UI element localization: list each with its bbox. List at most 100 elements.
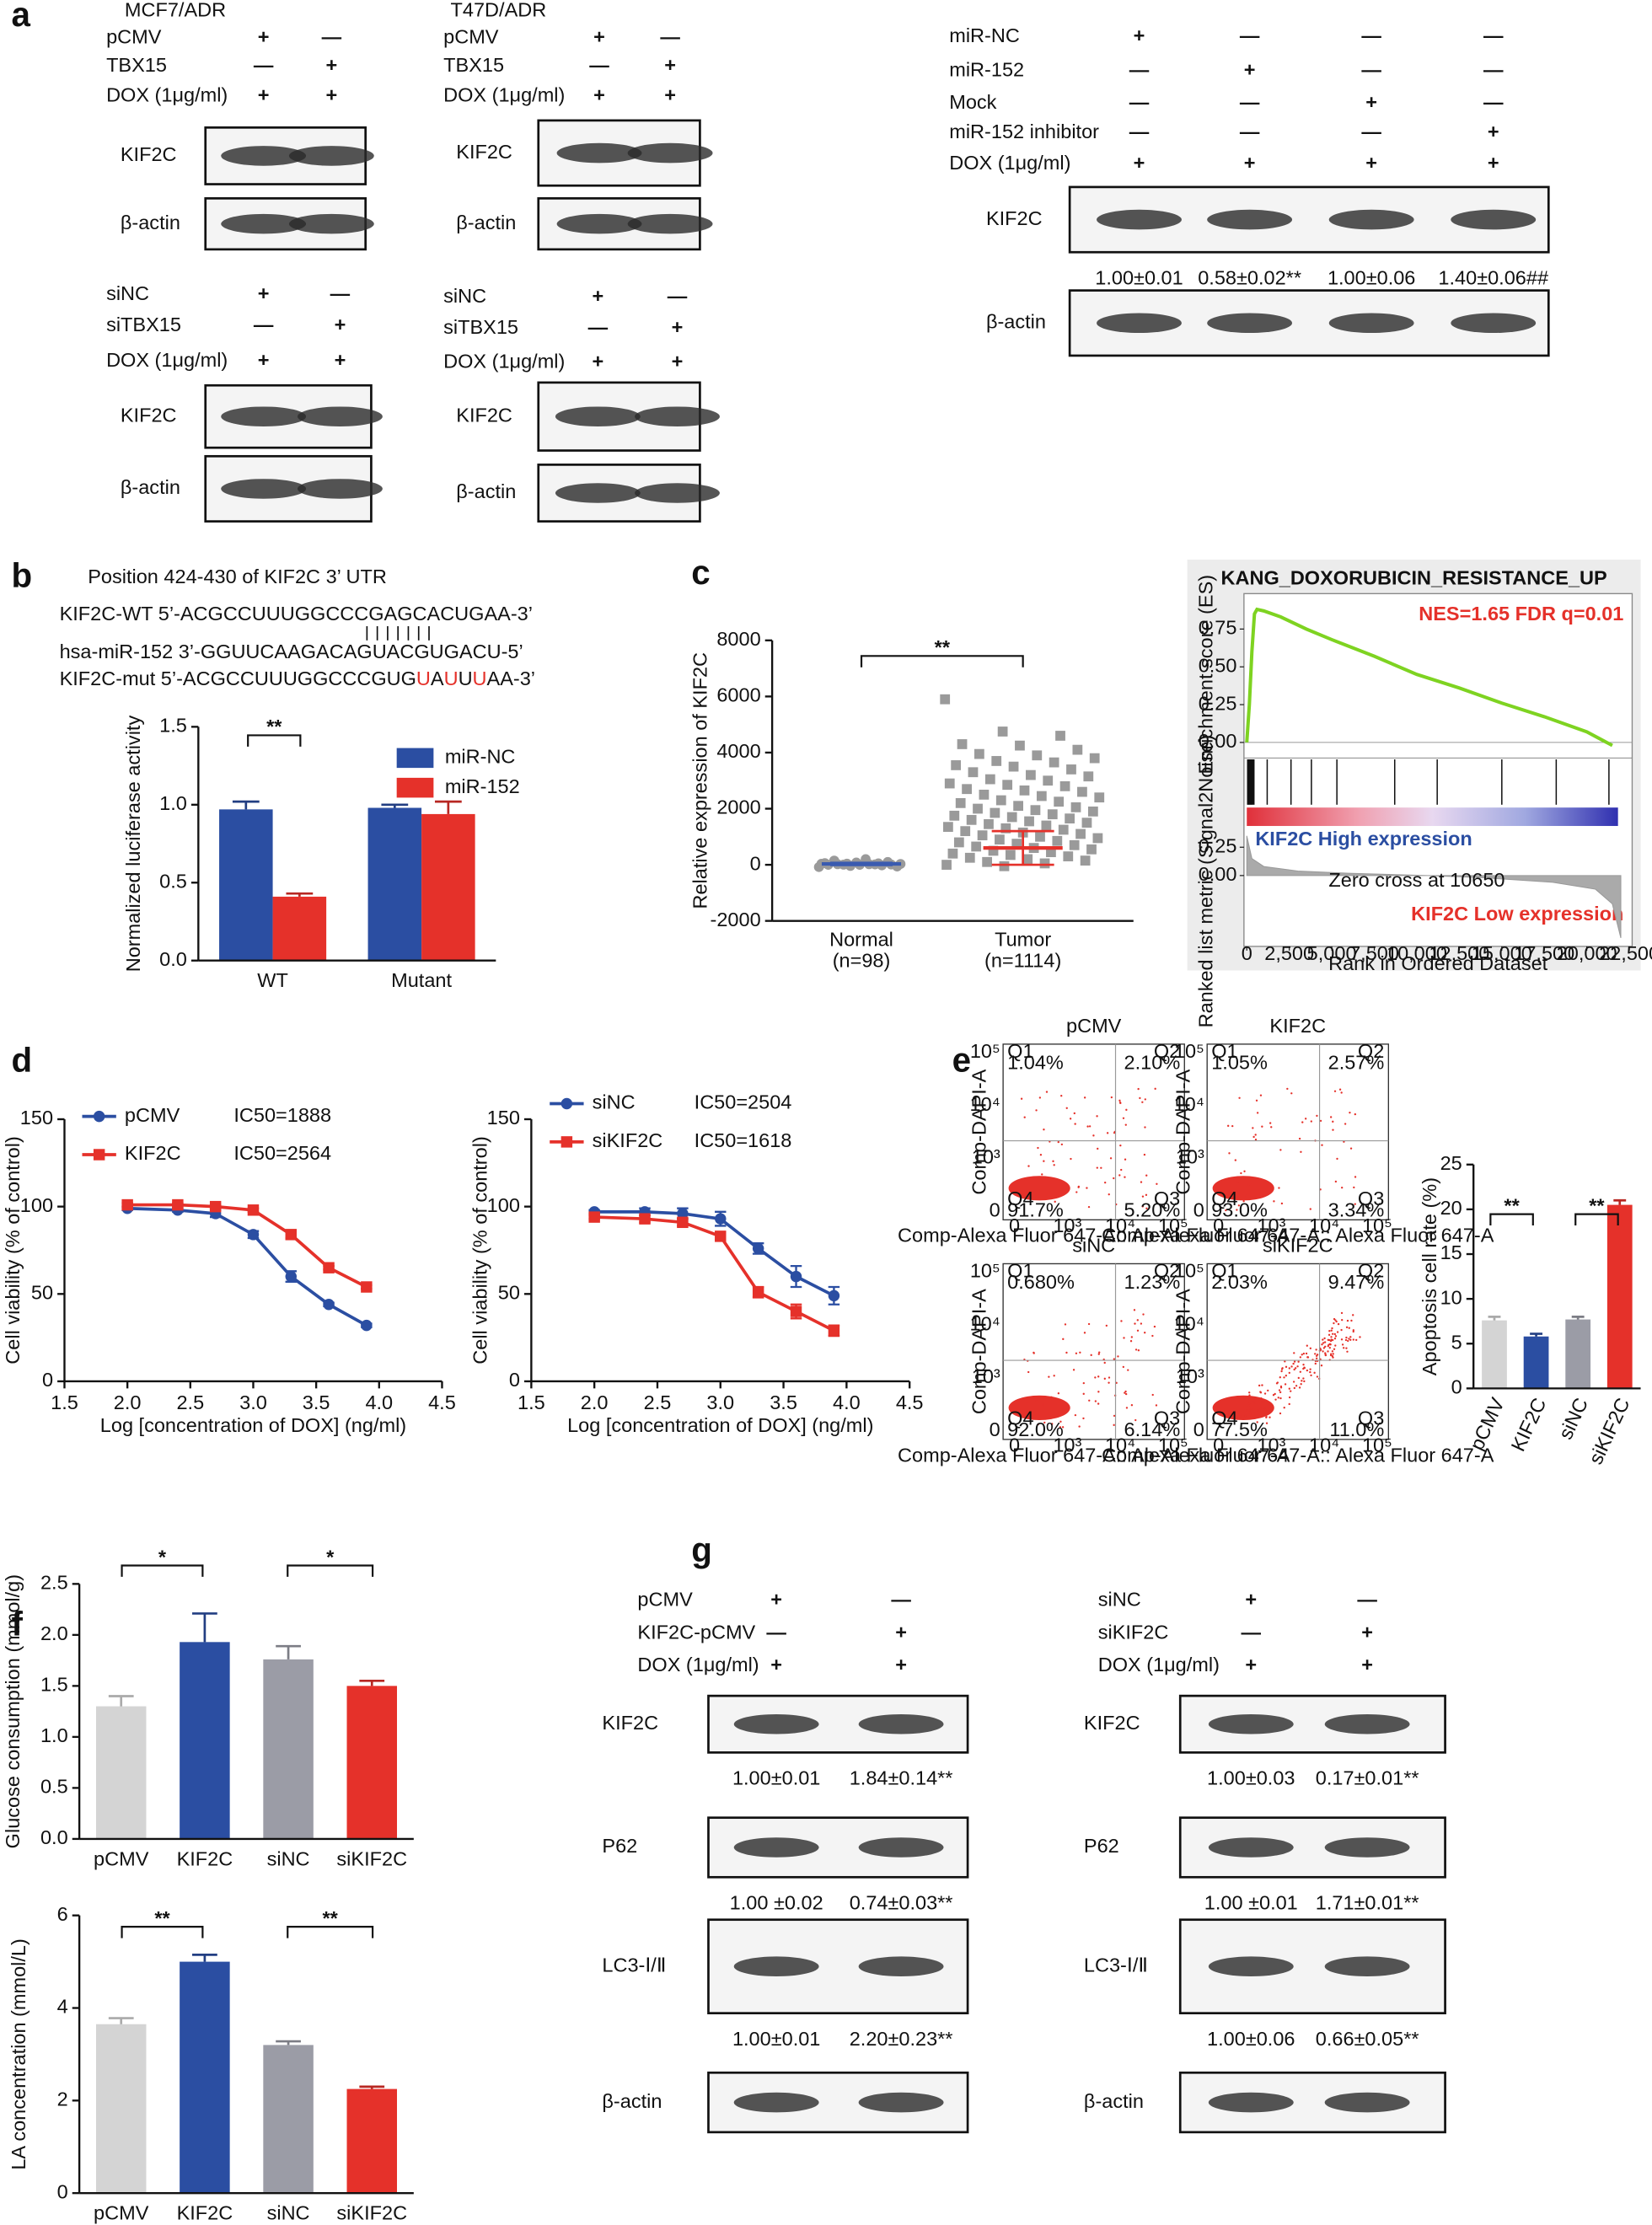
wt-sequence: KIF2C-WT 5’-ACGCCUUUGGCCCGAGCACUGAA-3’ <box>60 603 533 625</box>
cell-dot <box>1059 1426 1062 1429</box>
legend-marker <box>560 1136 573 1148</box>
blot-band <box>1208 1713 1294 1734</box>
treatment-sign: + <box>592 285 603 307</box>
cell-dot <box>1290 1092 1293 1095</box>
bar <box>272 896 327 961</box>
panel-letter: b <box>11 556 32 595</box>
blot-band <box>556 213 642 234</box>
cell-dot <box>1265 1415 1268 1418</box>
treatment-label: TBX15 <box>106 54 167 76</box>
mut-sequence-part: A <box>431 668 444 689</box>
data-point <box>285 1229 297 1241</box>
cell-dot <box>1240 1171 1242 1175</box>
blot-band <box>298 406 383 426</box>
quadrant-label: Q1 <box>1211 1260 1237 1282</box>
bar <box>95 2024 147 2194</box>
treatment-label: pCMV <box>106 26 162 48</box>
data-point <box>828 1325 840 1337</box>
data-point <box>588 1211 600 1223</box>
heat-bar <box>1247 807 1618 827</box>
data-point <box>1077 786 1087 797</box>
data-point <box>715 1213 727 1225</box>
flow-ytick: 10⁴ <box>969 1313 1000 1335</box>
cell-dot <box>1336 1331 1339 1333</box>
cell-dot <box>1301 1354 1303 1356</box>
cell-dot <box>1344 1123 1347 1125</box>
cell-dot <box>1117 1355 1119 1358</box>
cell-dot <box>1306 1369 1309 1372</box>
cell-dot <box>1334 1344 1337 1347</box>
treatment-sign: + <box>1245 1589 1257 1611</box>
treatment-sign: + <box>593 26 605 48</box>
legend-note: IC50=2564 <box>233 1142 331 1164</box>
cell-dot <box>1320 1364 1323 1367</box>
cell-dot <box>1329 1339 1333 1343</box>
flow-xtick: 10³ <box>1053 1434 1081 1456</box>
cell-dot <box>1276 1381 1279 1384</box>
y-tick-label: 8000 <box>716 628 760 650</box>
quadrant-label: Q2 <box>1358 1260 1384 1282</box>
cell-dot <box>1278 1389 1281 1391</box>
quadrant-label: Q3 <box>1358 1188 1384 1209</box>
cell-dot <box>1300 1150 1302 1153</box>
x-tick-label: 2.0 <box>581 1391 609 1413</box>
data-point <box>960 826 971 837</box>
blot-band <box>221 406 307 426</box>
legend-note: IC50=1618 <box>695 1129 792 1151</box>
flow-xtick: 10⁵ <box>1158 1214 1188 1236</box>
data-point <box>995 795 1006 806</box>
cell-dot <box>1023 1116 1026 1118</box>
treatment-sign: + <box>258 84 270 106</box>
y-tick-label: 2 <box>57 2088 68 2110</box>
data-point <box>1081 818 1092 828</box>
cell-dot <box>1302 1364 1305 1366</box>
cell-dot <box>1136 1319 1139 1322</box>
quadrant-label: Q2 <box>1154 1260 1180 1282</box>
cell-dot <box>1109 1157 1113 1160</box>
cell-dot <box>1284 1383 1287 1386</box>
cell-dot <box>1354 1176 1357 1178</box>
cell-dot <box>1086 1125 1089 1128</box>
data-point <box>1058 824 1069 835</box>
cell-dot <box>1277 1397 1279 1399</box>
significance-bracket <box>287 1926 374 1938</box>
cell-dot <box>1106 1132 1109 1134</box>
blot-band <box>1097 209 1182 230</box>
error-bar <box>434 800 462 814</box>
cell-dot <box>1285 1365 1288 1368</box>
cell-dot <box>1145 1193 1148 1197</box>
data-point <box>1054 796 1065 807</box>
cell-dot <box>1103 1377 1106 1381</box>
cell-dot <box>1082 1417 1085 1420</box>
cell-dot <box>1137 1087 1140 1091</box>
flow-xlabel: Comp-Alexa Fluor 647-A:: Alexa Fluor 647… <box>898 1225 1290 1247</box>
x-tick-label: 5,000 <box>1307 942 1357 964</box>
panel-letter: d <box>11 1040 32 1079</box>
cell-dot <box>1354 1112 1357 1116</box>
cell-dot <box>1245 1408 1248 1412</box>
cell-dot <box>1140 1181 1143 1183</box>
treatment-sign: — <box>1361 121 1381 142</box>
treatment-sign: + <box>593 84 605 106</box>
cell-dot <box>1327 1338 1329 1342</box>
cell-dot <box>1337 1322 1340 1326</box>
cell-dot <box>1268 1403 1272 1406</box>
data-point <box>1015 740 1025 751</box>
treatment-label: DOX (1μg/ml) <box>106 349 228 371</box>
cell-dot <box>1322 1350 1324 1353</box>
cell-dot <box>1329 1343 1332 1346</box>
treatment-label: siNC <box>1098 1589 1141 1611</box>
blot-band <box>221 479 307 499</box>
cell-dot <box>1335 1320 1338 1323</box>
cell-dot <box>1338 1088 1342 1091</box>
blot-band <box>733 1837 819 1858</box>
y-axis-label: Glucose consumption (mmol/g) <box>2 1574 24 1848</box>
flow-ytick: 0 <box>990 1418 1000 1440</box>
cell-dot <box>1302 1352 1306 1355</box>
cell-dot <box>1352 1338 1354 1341</box>
cell-dot <box>1265 1422 1268 1424</box>
cell-dot <box>1328 1347 1331 1349</box>
bar <box>95 1706 147 1839</box>
y-tick-label: 150 <box>20 1107 53 1129</box>
